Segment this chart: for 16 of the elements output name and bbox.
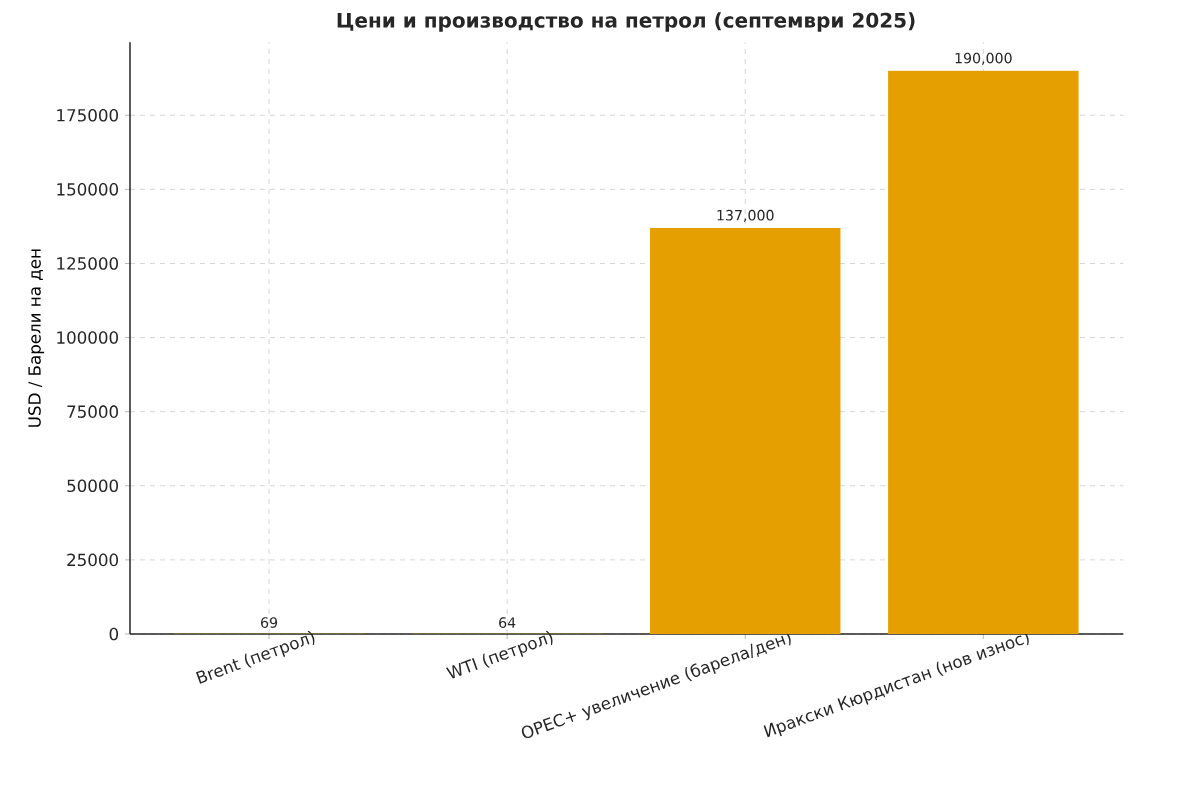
y-tick-label: 150000 — [57, 183, 119, 196]
data-label: 69 — [261, 617, 278, 628]
y-tick-label: 0 — [109, 627, 119, 641]
bar — [650, 227, 841, 634]
y-tick-label: 25000 — [67, 553, 119, 567]
y-tick-label: 175000 — [57, 108, 119, 122]
data-label: 137,000 — [717, 209, 774, 222]
y-tick-label: 125000 — [57, 257, 119, 270]
bar — [888, 70, 1079, 634]
y-tick-label: 100000 — [57, 331, 119, 344]
y-tick-label: 75000 — [67, 405, 119, 418]
y-axis-title: USD / Барели на ден — [28, 249, 45, 427]
y-tick-label: 50000 — [67, 479, 119, 493]
data-label: 190,000 — [955, 52, 1012, 65]
data-label: 64 — [499, 617, 516, 628]
chart-title: Цени и производство на петрол (септември 2025) — [337, 12, 915, 32]
